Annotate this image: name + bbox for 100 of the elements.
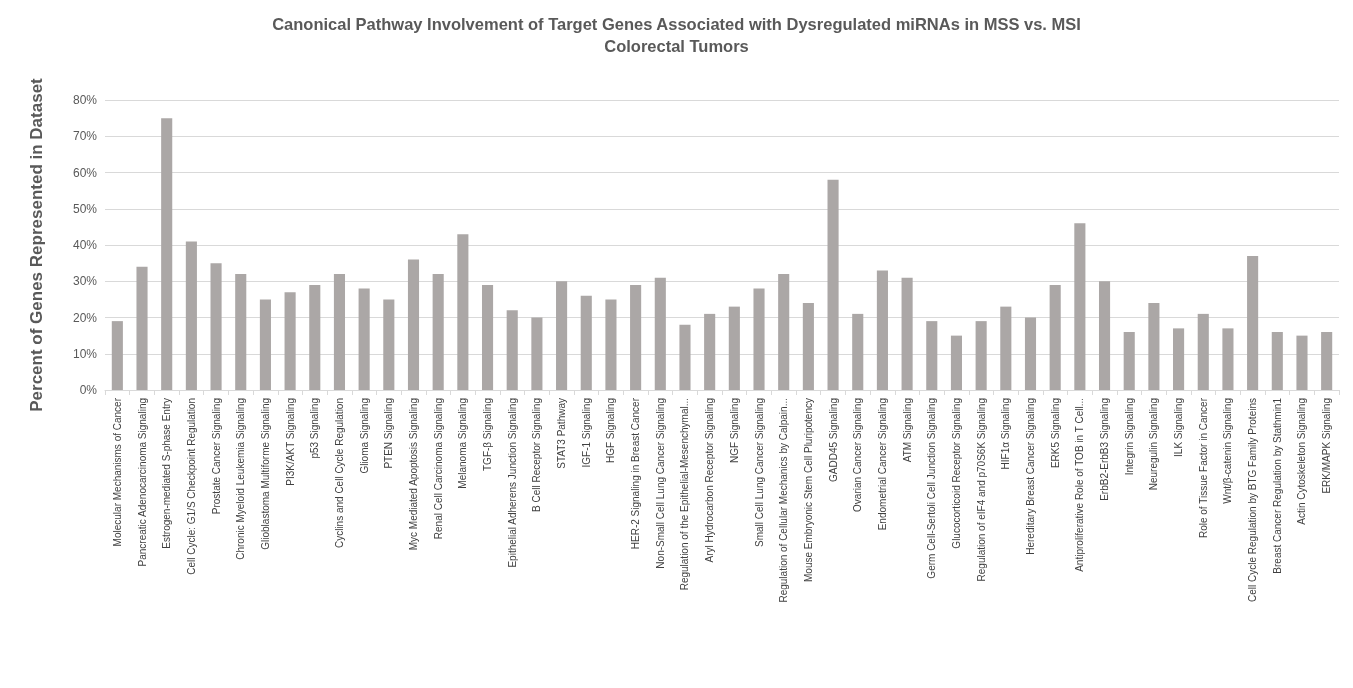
x-tick-label: Myc Mediated Apoptosis Signaling bbox=[408, 398, 419, 551]
x-tick-label: Non-Small Cell Lung Cancer Signaling bbox=[654, 398, 666, 569]
x-tick-label: Wnt/β-catenin Signaling bbox=[1222, 398, 1234, 504]
bar bbox=[284, 292, 296, 390]
x-tick-label: TGF-β Signaling bbox=[482, 398, 494, 471]
bar bbox=[432, 274, 444, 390]
y-tick-label: 80% bbox=[72, 93, 98, 107]
bar bbox=[1000, 306, 1012, 390]
bar bbox=[580, 295, 592, 390]
bar bbox=[111, 321, 123, 390]
bar bbox=[1098, 281, 1111, 390]
x-tick-label: STAT3 Pathway bbox=[556, 398, 568, 469]
x-tick-label: B Cell Receptor Signaling bbox=[531, 398, 543, 512]
bar bbox=[852, 313, 864, 390]
bar bbox=[457, 234, 469, 390]
x-tick-label: Glucocorticoid Receptor Signaling bbox=[950, 398, 962, 549]
bar bbox=[876, 270, 888, 390]
x-tick-label: ILK Signaling bbox=[1173, 398, 1185, 457]
bar bbox=[901, 277, 913, 390]
bar bbox=[333, 274, 346, 390]
bar bbox=[259, 299, 271, 390]
bar bbox=[827, 179, 839, 390]
x-tick-label: Neuregulin Signaling bbox=[1148, 398, 1160, 491]
bar bbox=[383, 299, 395, 390]
x-tick-label: Aryl Hydrocarbon Receptor Signaling bbox=[704, 398, 716, 563]
bar bbox=[654, 277, 666, 390]
bar bbox=[1173, 328, 1185, 390]
x-tick-label: Small Cell Lung Cancer Signaling bbox=[753, 398, 765, 547]
bar bbox=[481, 284, 494, 390]
x-tick-label: Glioma Signaling bbox=[358, 398, 370, 474]
x-tick-label: ErbB2-ErbB3 Signaling bbox=[1099, 398, 1111, 501]
x-tick-label: GADD45 Signaling bbox=[827, 398, 839, 482]
x-tick-label: Actin Cytoskeleton Signaling bbox=[1296, 398, 1308, 525]
bar bbox=[605, 299, 617, 390]
x-tick-label: Chronic Myeloid Leukemia Signaling bbox=[235, 398, 247, 560]
bar bbox=[136, 266, 148, 390]
y-tick-label: 70% bbox=[72, 129, 98, 144]
bar bbox=[309, 284, 321, 390]
y-tick-label: 50% bbox=[72, 201, 98, 216]
y-tick-label: 0% bbox=[79, 383, 98, 397]
x-tick-label: Mouse Embryonic Stem Cell Pluripotency bbox=[802, 398, 814, 582]
x-tick-label: Pancreatic Adenocarcinoma Signaling bbox=[136, 398, 148, 567]
x-tick-label: Cyclins and Cell Cycle Regulation bbox=[333, 398, 345, 549]
x-tick-label: Melanoma Signaling bbox=[457, 398, 469, 489]
chart-title: Canonical Pathway Involvement of Target Genes Associated with Dysregulated miRNAs in MSS vs. MSI Colorectal Tumors bbox=[272, 15, 1081, 55]
x-tick-label: Regulation of the Epithelial-Mesenchymal... bbox=[679, 398, 691, 591]
bar bbox=[1296, 335, 1308, 390]
bar bbox=[704, 313, 716, 390]
x-tick-label: Estrogen-mediated S-phase Entry bbox=[161, 398, 173, 549]
bar bbox=[556, 281, 568, 390]
bar bbox=[407, 259, 420, 390]
y-tick-label: 30% bbox=[72, 274, 98, 289]
x-tick-label: Regulation of Cellular Mechanics by Calpain... bbox=[778, 398, 790, 603]
x-tick-label: Prostate Cancer Signaling bbox=[210, 398, 222, 515]
x-tick-label: PTEN Signaling bbox=[383, 398, 395, 469]
bar bbox=[1222, 328, 1234, 390]
bar bbox=[210, 263, 222, 390]
x-tick-label: Epithelial Adherens Junction Signaling bbox=[506, 398, 518, 568]
y-tick-label: 20% bbox=[72, 310, 98, 325]
bar bbox=[1321, 332, 1333, 390]
x-tick-label: HGF Signaling bbox=[605, 398, 617, 464]
x-tick-label: PI3K/AKT Signaling bbox=[284, 398, 296, 486]
x-tick-label: p53 Signaling bbox=[309, 398, 321, 459]
x-tick-label: Molecular Mechanisms of Cancer bbox=[111, 397, 123, 547]
x-tick-label: IGF-1 Signaling bbox=[580, 398, 592, 468]
bar bbox=[1123, 332, 1135, 390]
x-tick-label: Regulation of eIF4 and p70S6K Signaling bbox=[975, 398, 987, 582]
y-tick-label: 40% bbox=[72, 238, 98, 252]
x-tick-label: Integrin Signaling bbox=[1123, 398, 1135, 476]
y-axis-title: Percent of Genes Represented in Dataset bbox=[27, 77, 46, 412]
x-tick-label: Role of Tissue Factor in Cancer bbox=[1197, 397, 1209, 539]
bar bbox=[531, 317, 543, 390]
bar bbox=[1247, 255, 1259, 390]
x-tick-label: HER-2 Signaling in Breast Cancer bbox=[630, 397, 642, 550]
x-tick-label: HIF1α Signaling bbox=[1000, 398, 1012, 470]
x-tick-label: ERK5 Signaling bbox=[1049, 398, 1061, 469]
y-tick-label: 10% bbox=[72, 346, 98, 361]
x-tick-label: Antiproliferative Role of TOB in T Cell... bbox=[1074, 398, 1086, 572]
y-tick-label: 60% bbox=[72, 165, 98, 180]
bar bbox=[926, 321, 938, 390]
bar bbox=[161, 118, 173, 390]
bar bbox=[753, 288, 765, 390]
bar bbox=[358, 288, 370, 390]
bar bbox=[185, 241, 197, 390]
bar bbox=[506, 310, 518, 390]
bar bbox=[950, 335, 963, 390]
bar bbox=[1271, 332, 1283, 390]
bar bbox=[1074, 223, 1086, 390]
bar bbox=[630, 284, 642, 390]
x-tick-label: Endometrial Cancer Signaling bbox=[876, 398, 888, 531]
bar bbox=[778, 274, 790, 390]
bar bbox=[1049, 284, 1061, 390]
bar bbox=[235, 274, 247, 390]
bar bbox=[1148, 303, 1160, 390]
x-tick-label: Cell Cycle Regulation by BTG Family Proteins bbox=[1247, 398, 1259, 602]
x-tick-label: Hereditary Breast Cancer Signaling bbox=[1025, 398, 1036, 555]
x-tick-label: Breast Cancer Regulation by Stathmin1 bbox=[1271, 397, 1283, 574]
x-tick-label: Glioblastoma Multiforme Signaling bbox=[259, 398, 271, 550]
x-tick-label: ERK/MAPK Signaling bbox=[1321, 398, 1333, 494]
x-tick-label: Ovarian Cancer Signaling bbox=[852, 398, 864, 512]
